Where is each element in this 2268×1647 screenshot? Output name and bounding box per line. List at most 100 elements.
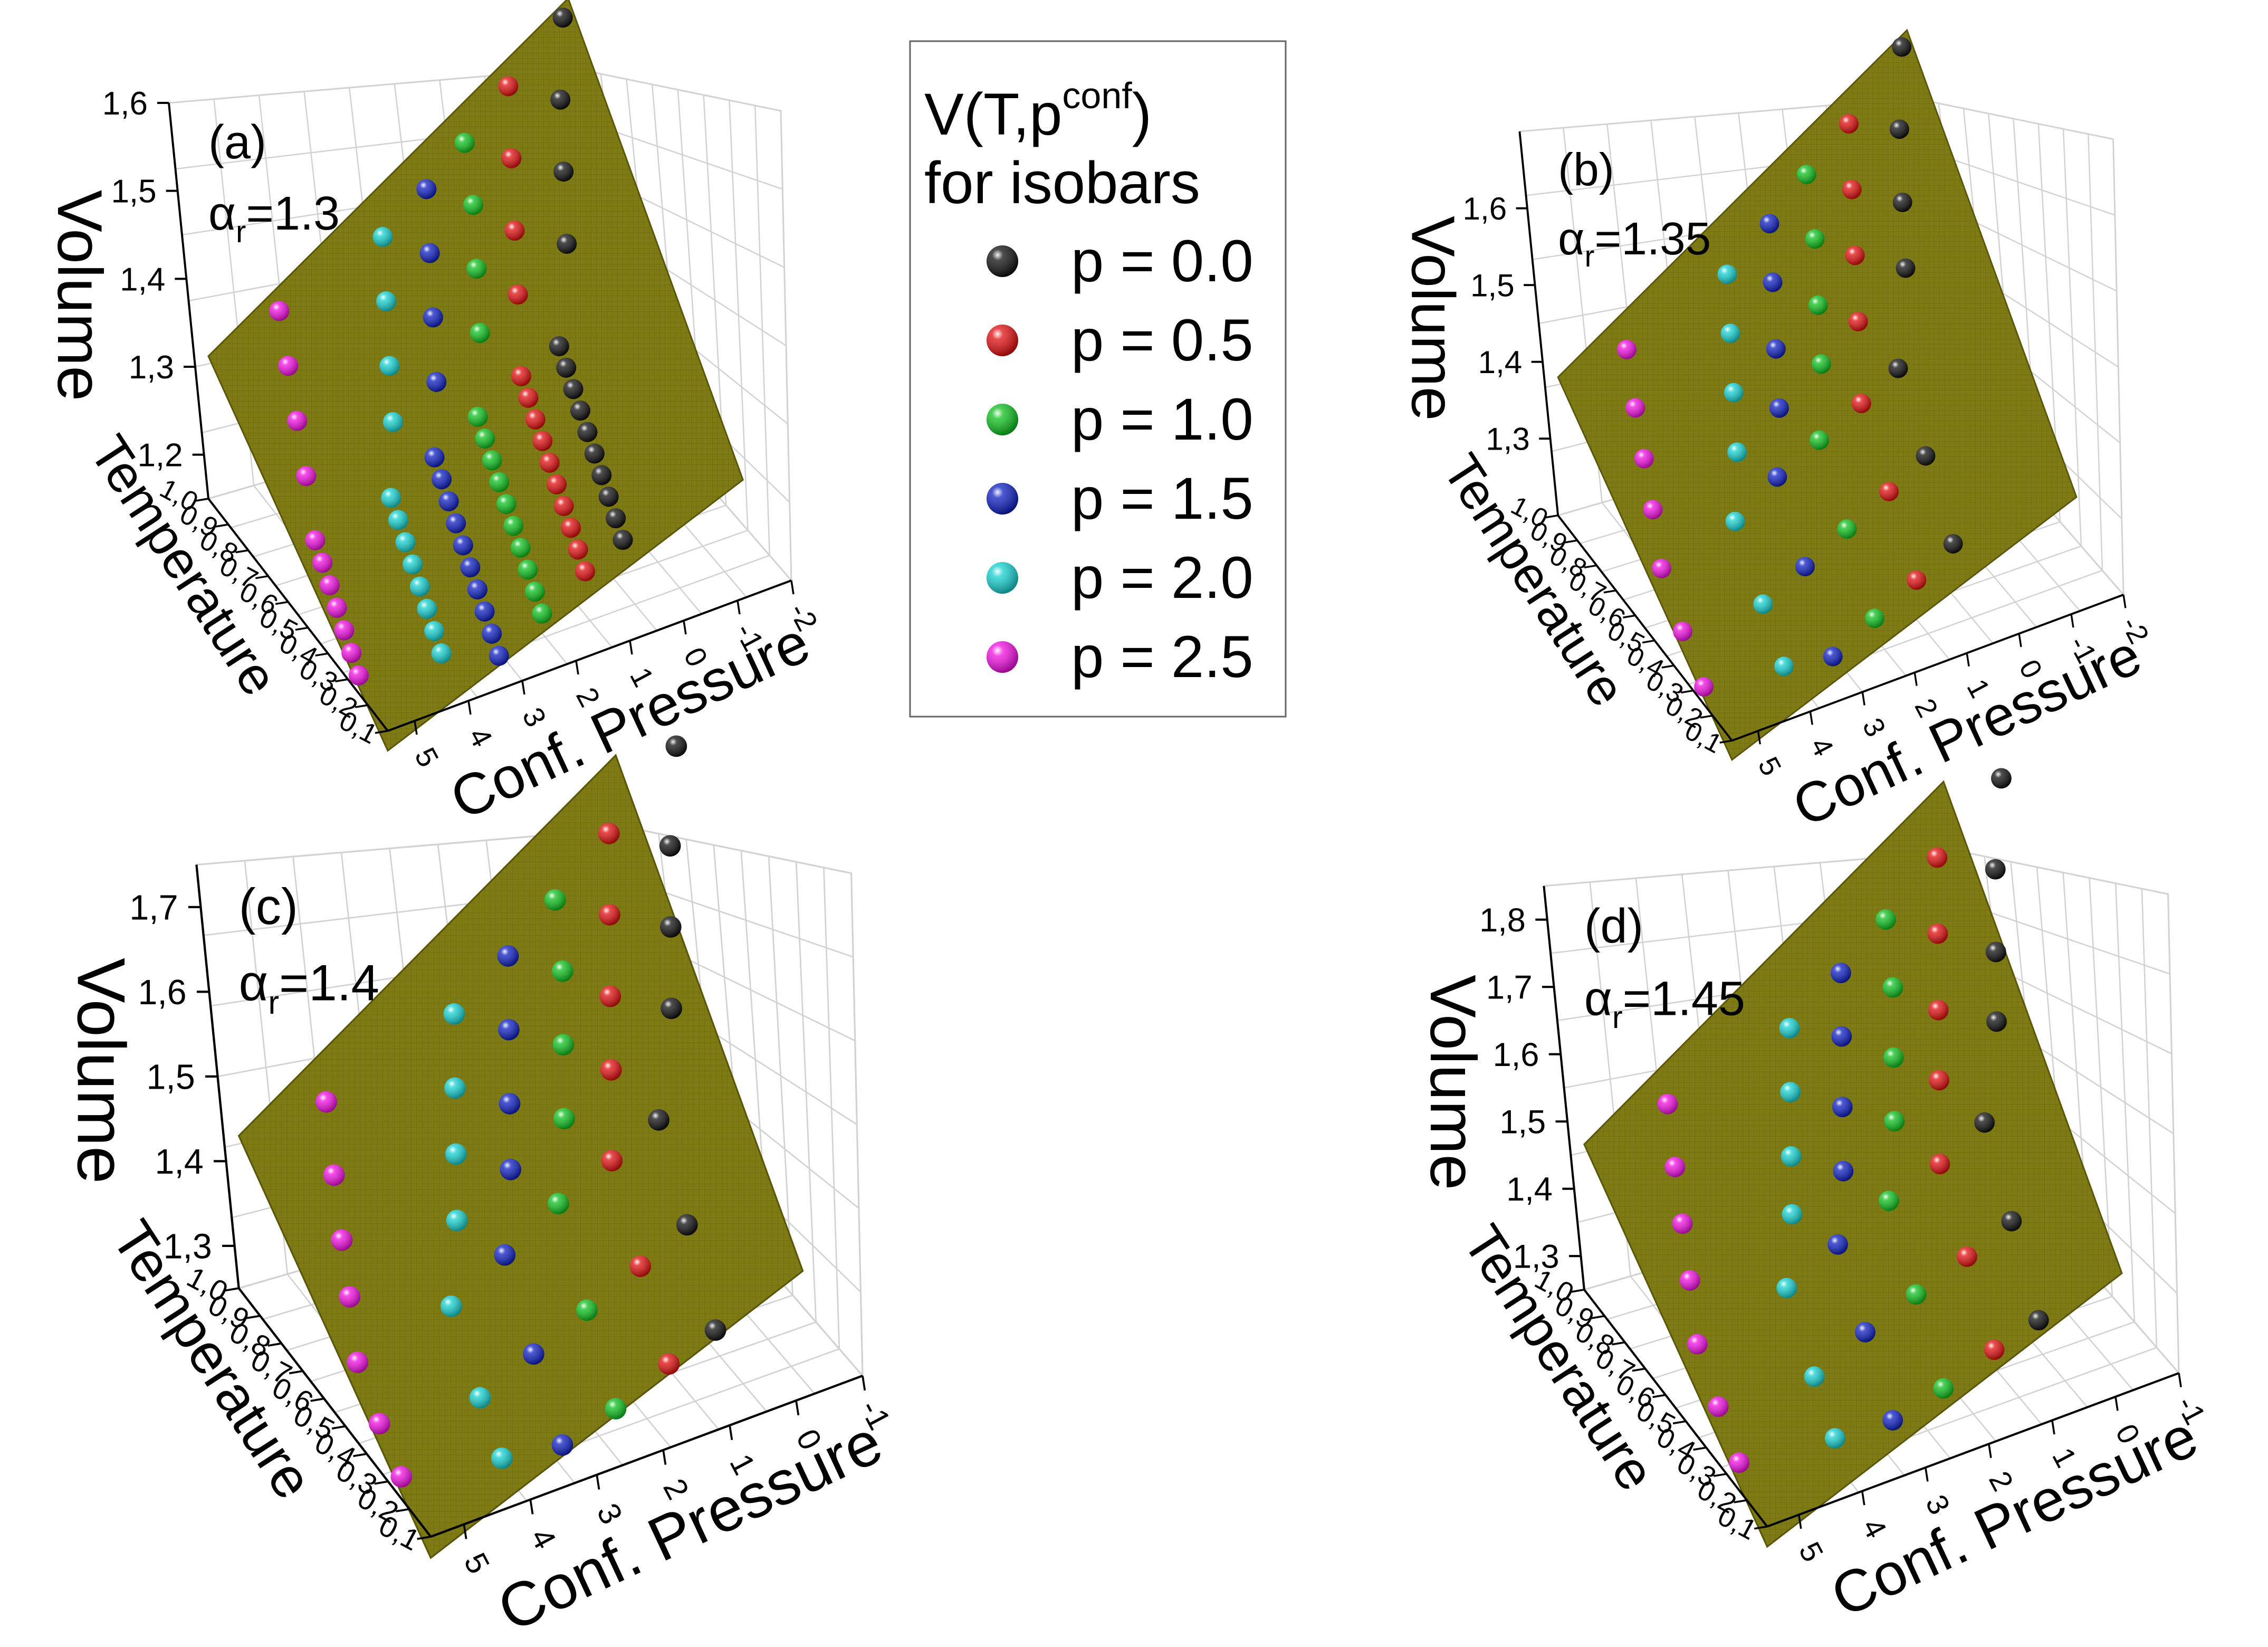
chart-panel: 1,61,51,41,31,21,00,90,80,70,60,50,40,30…: [44, 0, 825, 832]
data-point-shine: [1882, 977, 1903, 998]
data-point-shine: [1855, 1322, 1875, 1343]
data-point-shine: [379, 356, 400, 376]
z-tick-label: 1,6: [102, 85, 148, 122]
temperature-tick: [235, 549, 248, 554]
data-point-shine: [1928, 999, 1949, 1021]
series-p00: [1888, 37, 1963, 554]
temperature-tick: [267, 1342, 282, 1347]
temperature-axis-line: [237, 1287, 432, 1538]
data-point-shine: [1672, 1213, 1693, 1234]
data-point-shine: [278, 356, 299, 376]
data-point-shine: [1759, 214, 1779, 234]
pressure-tick: [795, 1400, 800, 1416]
alpha-symbol: α: [1558, 213, 1584, 264]
pressure-tick: [529, 1499, 534, 1515]
data-point-shine: [1974, 1112, 1995, 1133]
temperature-tick: [215, 523, 229, 528]
series-p20: [1717, 264, 1794, 677]
series-p05: [498, 76, 596, 582]
gridline: [768, 856, 793, 1296]
data-point-shine: [409, 576, 430, 597]
temperature-tick: [1713, 1473, 1727, 1477]
data-point-shine: [532, 603, 552, 624]
data-point-shine: [498, 76, 519, 97]
legend-label: p = 2.0: [1071, 545, 1253, 611]
data-point-shine: [475, 429, 495, 449]
data-point-shine: [525, 409, 546, 430]
data-point-shine: [1717, 264, 1737, 284]
pressure-tick: [2018, 633, 2022, 648]
data-point-shine: [482, 450, 502, 471]
data-point-shine: [1823, 646, 1843, 667]
data-point-shine: [1927, 923, 1948, 944]
z-tick-label: 1,7: [1486, 969, 1533, 1006]
data-point-shine: [390, 1466, 413, 1488]
data-point-shine: [1724, 383, 1744, 403]
data-point-shine: [1927, 847, 1948, 868]
pressure-tick: [1809, 711, 1813, 725]
z-tick-label: 1,3: [1486, 421, 1530, 456]
temperature-tick: [289, 1370, 303, 1375]
data-point-shine: [1830, 963, 1851, 984]
data-point-shine: [1916, 446, 1936, 466]
z-tick-label: 1,5: [1470, 268, 1515, 303]
data-point-shine: [416, 179, 437, 199]
data-point-shine: [550, 89, 571, 110]
data-point-shine: [605, 1398, 627, 1420]
pressure-tick: [467, 700, 472, 715]
series-p05: [1927, 847, 2005, 1360]
legend-marker-shine: [987, 404, 1018, 435]
temperature-tick: [246, 1315, 261, 1319]
alpha-subscript: r: [1612, 999, 1623, 1035]
data-point-shine: [305, 530, 326, 550]
data-point-shine: [467, 579, 487, 599]
data-point-shine: [553, 496, 574, 516]
temperature-tick: [1591, 1315, 1605, 1319]
data-point-shine: [704, 1319, 726, 1341]
data-point-shine: [1884, 1111, 1905, 1132]
pressure-tick-label: 4: [462, 722, 499, 752]
pressure-tick: [2070, 614, 2074, 628]
data-point-shine: [1896, 258, 1916, 278]
z-tick-label: 1,4: [1478, 345, 1523, 380]
alpha-value: =1.35: [1594, 213, 1711, 264]
data-point-shine: [463, 195, 484, 215]
legend-label: p = 0.5: [1071, 307, 1253, 373]
data-point-shine: [1634, 449, 1654, 469]
legend-title-line2: for isobars: [924, 150, 1200, 216]
legend-title-line1: V(T,pconf): [924, 75, 1152, 147]
pressure-tick: [1988, 1443, 1992, 1458]
legend-label: p = 2.5: [1071, 624, 1253, 690]
temperature-tick: [1700, 715, 1713, 719]
data-point-shine: [598, 823, 620, 844]
data-point-shine: [312, 553, 333, 573]
series-p15: [416, 179, 509, 666]
data-point-shine: [1664, 1157, 1686, 1177]
data-point-shine: [381, 488, 401, 508]
data-point-shine: [575, 561, 596, 582]
gridline: [2088, 134, 2103, 570]
pressure-tick: [596, 1474, 600, 1490]
data-point-shine: [1832, 1097, 1853, 1118]
legend-marker-shine: [987, 641, 1018, 673]
pressure-tick: [729, 1425, 733, 1440]
data-point-shine: [1725, 511, 1745, 531]
panel-label: (b): [1558, 144, 1614, 195]
legend-box: [909, 40, 1287, 718]
series-p20: [372, 227, 452, 664]
legend-title-base: V(T,p: [924, 81, 1062, 147]
data-point-shine: [510, 537, 531, 558]
z-tick-label: 1,5: [111, 174, 156, 210]
chart-panel: 1,61,51,41,31,00,90,80,70,60,50,40,30,20…: [1399, 28, 2155, 839]
temperature-axis-line: [1557, 515, 1733, 741]
data-point-shine: [1617, 339, 1637, 359]
data-point-shine: [551, 1434, 573, 1456]
pressure-tick: [1966, 653, 1970, 667]
data-point-shine: [676, 1214, 698, 1236]
data-point-shine: [1933, 1378, 1954, 1399]
data-point-shine: [532, 431, 553, 451]
data-point-shine: [424, 621, 445, 641]
pressure-axis-line: [430, 1374, 863, 1538]
data-point-shine: [1837, 519, 1857, 539]
z-tick-label: 1,3: [129, 349, 174, 386]
